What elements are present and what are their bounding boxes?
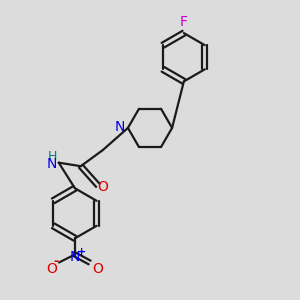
Text: +: + bbox=[77, 247, 86, 256]
Text: H: H bbox=[48, 150, 57, 163]
Text: N: N bbox=[115, 120, 125, 134]
Text: O: O bbox=[46, 262, 57, 276]
Text: N: N bbox=[47, 157, 57, 171]
Text: F: F bbox=[180, 15, 188, 29]
Text: N: N bbox=[70, 250, 80, 264]
Text: O: O bbox=[98, 180, 109, 194]
Text: -: - bbox=[53, 255, 58, 268]
Text: O: O bbox=[92, 262, 103, 276]
